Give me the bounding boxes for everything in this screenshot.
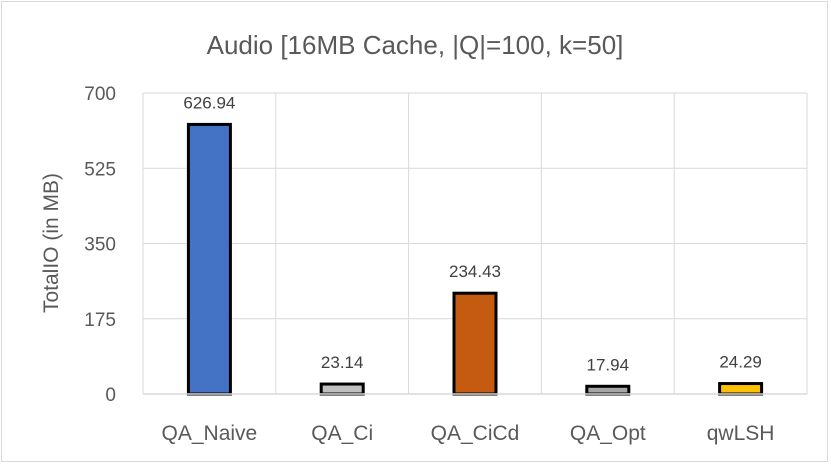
data-label: 626.94: [183, 93, 235, 112]
x-tick-label: QA_Naive: [162, 422, 258, 445]
data-label: 17.94: [587, 355, 630, 374]
y-tick-label: 525: [84, 159, 116, 180]
x-tick-label: QA_CiCd: [431, 422, 520, 445]
x-tick-label: QA_Ci: [311, 422, 373, 445]
vertical-gridlines: [142, 93, 808, 394]
bar-qwlsh: [718, 382, 764, 396]
y-tick-label: 0: [105, 385, 116, 406]
y-axis-ticks: 0 175 350 525 700: [84, 84, 116, 406]
y-axis-label: TotalIO (in MB): [40, 173, 63, 313]
bar-qa-opt: [585, 384, 631, 396]
bar-qa-cicd: [452, 291, 498, 396]
y-tick-label: 700: [84, 84, 116, 105]
chart-title: Audio [16MB Cache, |Q|=100, k=50]: [207, 30, 624, 60]
x-tick-label: qwLSH: [707, 422, 775, 445]
data-label: 234.43: [449, 262, 501, 281]
x-tick-label: QA_Opt: [570, 422, 646, 445]
data-label: 23.14: [321, 353, 364, 372]
data-labels: 626.94 23.14 234.43 17.94 24.29: [183, 93, 761, 374]
data-label: 24.29: [719, 353, 762, 372]
y-tick-label: 175: [84, 310, 116, 331]
x-axis-categories: QA_Naive QA_Ci QA_CiCd QA_Opt qwLSH: [162, 422, 775, 445]
bars: [186, 122, 764, 396]
bar-qa-naive: [186, 122, 232, 396]
y-tick-label: 350: [84, 235, 116, 256]
gridlines: [143, 92, 807, 320]
bar-qa-ci: [319, 382, 365, 396]
